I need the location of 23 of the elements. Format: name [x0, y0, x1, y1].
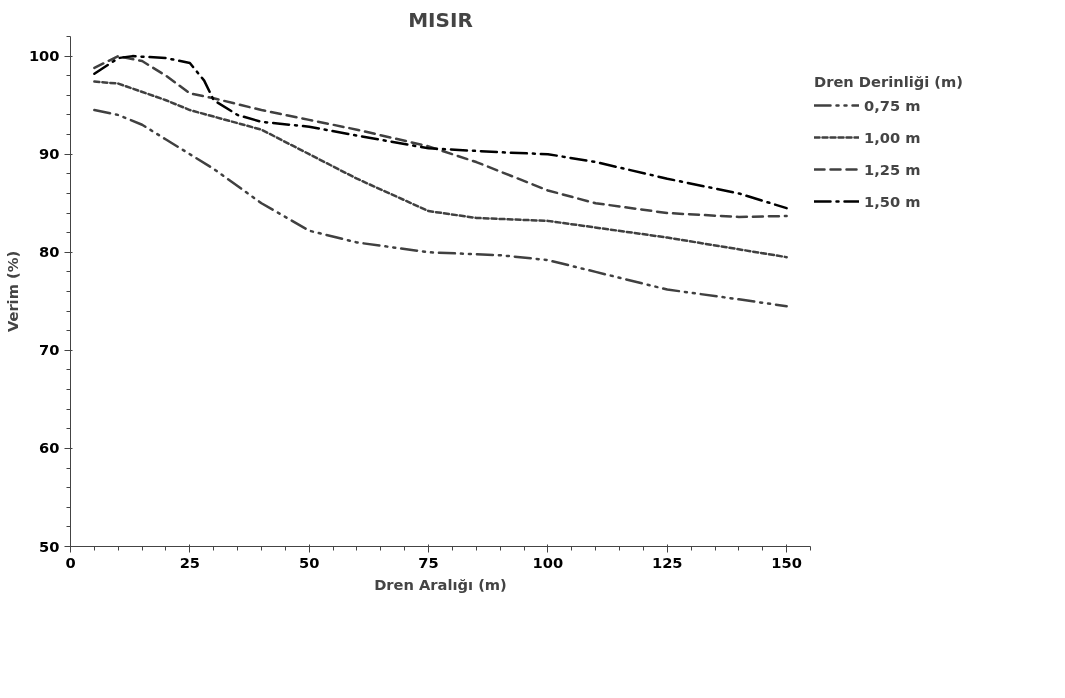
x-axis-title: Dren Aralığı (m)	[374, 575, 507, 593]
line-series	[93, 80, 788, 259]
y-tick-label: 70	[39, 341, 60, 359]
line-series	[93, 108, 788, 308]
x-tick-label: 25	[179, 553, 201, 571]
legend-label: 0,75 m	[864, 96, 921, 114]
y-axis-title: Verim (%)	[3, 250, 21, 333]
x-tick-label: 50	[299, 553, 320, 571]
x-tick-label: 150	[771, 553, 802, 571]
x-tick-label: 0	[65, 553, 76, 571]
chart-title: MISIR	[408, 7, 473, 32]
legend-label: 1,50 m	[864, 192, 921, 210]
legend-title: Dren Derinliği (m)	[814, 73, 963, 90]
y-tick-label: 80	[39, 243, 60, 261]
x-tick-label: 75	[418, 553, 439, 571]
legend-label: 1,00 m	[864, 128, 921, 146]
x-tick-label: 125	[651, 553, 683, 571]
y-tick-label: 50	[39, 537, 60, 555]
legend-label: 1,25 m	[864, 160, 921, 178]
y-tick-label: 60	[39, 439, 60, 457]
y-tick-label: 100	[28, 47, 60, 65]
x-tick-label: 100	[532, 553, 564, 571]
y-tick-label: 90	[39, 145, 60, 163]
